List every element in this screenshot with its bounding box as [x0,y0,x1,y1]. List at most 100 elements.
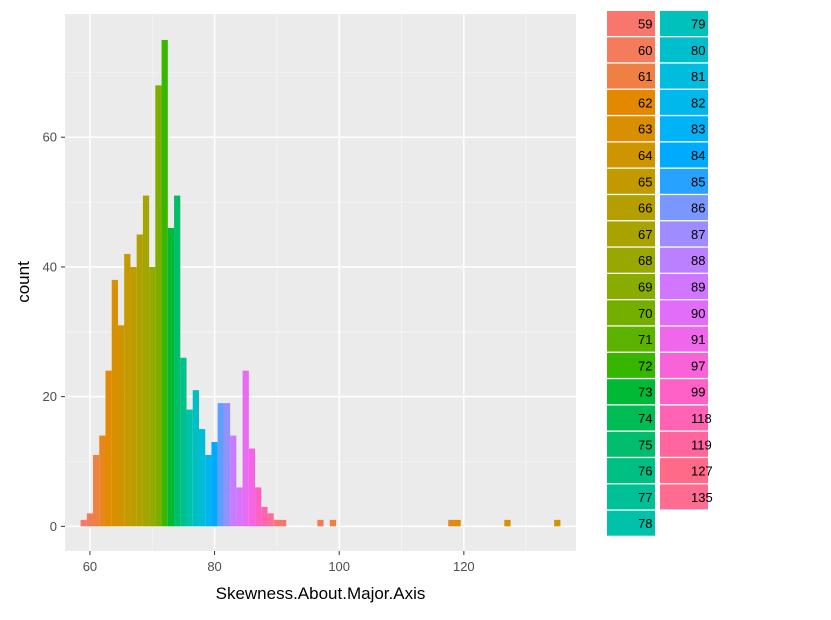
legend-swatch [660,484,708,510]
legend-swatch [660,300,708,326]
histogram-bar [192,390,199,527]
legend-swatch [607,510,655,536]
legend-label: 86 [691,201,705,216]
legend-label: 89 [691,280,705,295]
histogram-bar [142,195,150,527]
legend-label: 135 [691,490,713,505]
histogram-bar [149,266,156,527]
y-tick-label: 40 [43,259,57,274]
legend-swatch [607,431,655,457]
legend-swatch [660,168,708,194]
legend-swatch [660,326,708,352]
legend-swatch [660,431,708,457]
histogram-bar [155,85,162,527]
y-axis-label: count [14,261,33,303]
histogram-bar [242,370,249,527]
legend-label: 78 [638,516,652,531]
legend-swatch [660,405,708,431]
histogram-bar [317,519,324,527]
legend-label: 60 [638,43,652,58]
histogram-bar [174,195,181,527]
legend-label: 77 [638,490,652,505]
histogram-bar [217,403,224,527]
bars [80,39,561,527]
legend-label: 80 [691,43,705,58]
legend-label: 85 [691,174,705,189]
histogram-bar [86,513,94,527]
histogram-bar [448,519,455,527]
histogram-bar [198,429,206,527]
legend-swatch [607,379,655,405]
legend-swatch [607,37,655,63]
legend-label: 83 [691,122,705,137]
legend-label: 62 [638,95,652,110]
legend-label: 72 [638,358,652,373]
legend-label: 99 [691,385,705,400]
legend-label: 68 [638,253,652,268]
legend-swatch [607,326,655,352]
legend-swatch [660,195,708,221]
legend-swatch [607,63,655,89]
legend-swatch [660,11,708,36]
legend-label: 91 [691,332,705,347]
histogram-bar [554,519,561,527]
legend-label: 70 [638,306,652,321]
histogram-bar [130,266,137,527]
histogram-bar [205,455,212,527]
legend-label: 79 [691,17,705,32]
histogram-bar [93,455,100,527]
legend-label: 67 [638,227,652,242]
legend-swatch [607,247,655,273]
histogram-bar [211,442,218,527]
legend-label: 63 [638,122,652,137]
histogram-bar [504,519,511,527]
legend-label: 69 [638,280,652,295]
legend-swatch [660,116,708,142]
legend-swatch [660,352,708,378]
legend-swatch [607,142,655,168]
legend-swatch [660,247,708,273]
histogram-bar [124,253,131,527]
x-axis-label: Skewness.About.Major.Axis [216,584,426,603]
histogram-bar [99,435,106,527]
histogram-bar [117,325,125,527]
legend-swatch [607,352,655,378]
legend-label: 76 [638,464,652,479]
legend-swatch [607,484,655,510]
y-tick-label: 0 [50,519,57,534]
histogram-bar [236,487,243,527]
legend-swatch [607,274,655,299]
legend-label: 97 [691,358,705,373]
legend-swatch [607,11,655,36]
histogram-bar [261,506,268,527]
legend-label: 90 [691,306,705,321]
x-axis: 60 80 100 120 [83,551,475,574]
legend-swatch [607,458,655,484]
histogram-bar [230,435,237,527]
legend-swatch [607,89,655,115]
legend-swatch [660,142,708,168]
histogram-bar [80,519,87,527]
legend-label: 64 [638,148,652,163]
histogram-bar [180,357,187,527]
x-tick-label: 60 [83,559,97,574]
legend-label: 88 [691,253,705,268]
legend-label: 82 [691,95,705,110]
legend-swatch [660,63,708,89]
histogram-bar [223,403,231,527]
legend-swatch [660,89,708,115]
legend-swatch [607,195,655,221]
legend-label: 65 [638,174,652,189]
legend-swatch [660,379,708,405]
legend-label: 66 [638,201,652,216]
histogram-bar [267,513,274,527]
histogram-bar [186,409,193,527]
x-tick-label: 100 [328,559,350,574]
legend-label: 87 [691,227,705,242]
x-tick-label: 120 [453,559,475,574]
legend-swatch [607,405,655,431]
histogram-bar [255,487,262,527]
legend-swatch [607,116,655,142]
histogram-bar [248,448,256,527]
